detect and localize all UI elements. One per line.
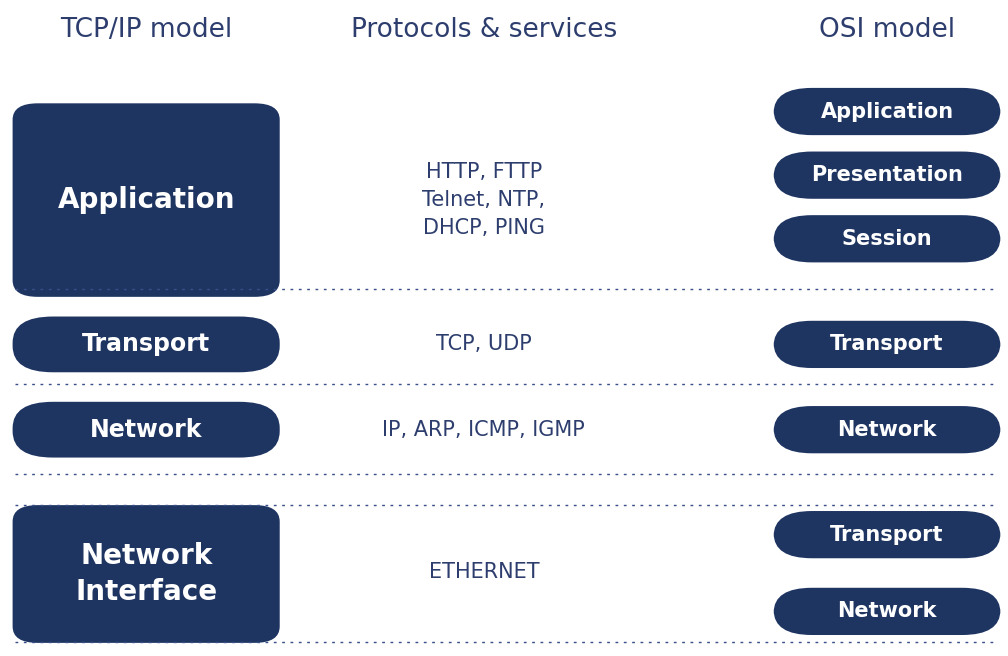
Text: Protocols & services: Protocols & services — [351, 16, 617, 43]
FancyBboxPatch shape — [774, 511, 1000, 558]
FancyBboxPatch shape — [774, 215, 1000, 262]
Text: Transport: Transport — [831, 525, 943, 544]
Text: Presentation: Presentation — [811, 165, 963, 185]
Text: ETHERNET: ETHERNET — [428, 562, 539, 582]
FancyBboxPatch shape — [12, 103, 279, 297]
FancyBboxPatch shape — [774, 588, 1000, 635]
Text: Application: Application — [57, 186, 235, 214]
Text: Network
Interface: Network Interface — [76, 542, 217, 606]
Text: OSI model: OSI model — [818, 16, 956, 43]
Text: Session: Session — [842, 229, 932, 249]
Text: TCP/IP model: TCP/IP model — [60, 16, 232, 43]
Text: HTTP, FTTP
Telnet, NTP,
DHCP, PING: HTTP, FTTP Telnet, NTP, DHCP, PING — [422, 162, 545, 238]
FancyBboxPatch shape — [12, 401, 279, 458]
FancyBboxPatch shape — [12, 317, 279, 373]
Text: Transport: Transport — [831, 335, 943, 354]
FancyBboxPatch shape — [774, 321, 1000, 368]
Text: Network: Network — [838, 602, 936, 621]
Text: Application: Application — [821, 102, 954, 121]
FancyBboxPatch shape — [774, 406, 1000, 453]
Text: IP, ARP, ICMP, IGMP: IP, ARP, ICMP, IGMP — [382, 420, 586, 440]
FancyBboxPatch shape — [12, 505, 279, 643]
Text: TCP, UDP: TCP, UDP — [436, 335, 531, 354]
Text: Network: Network — [90, 418, 203, 441]
FancyBboxPatch shape — [774, 152, 1000, 199]
Text: Transport: Transport — [82, 333, 211, 356]
Text: Network: Network — [838, 420, 936, 440]
FancyBboxPatch shape — [774, 88, 1000, 135]
